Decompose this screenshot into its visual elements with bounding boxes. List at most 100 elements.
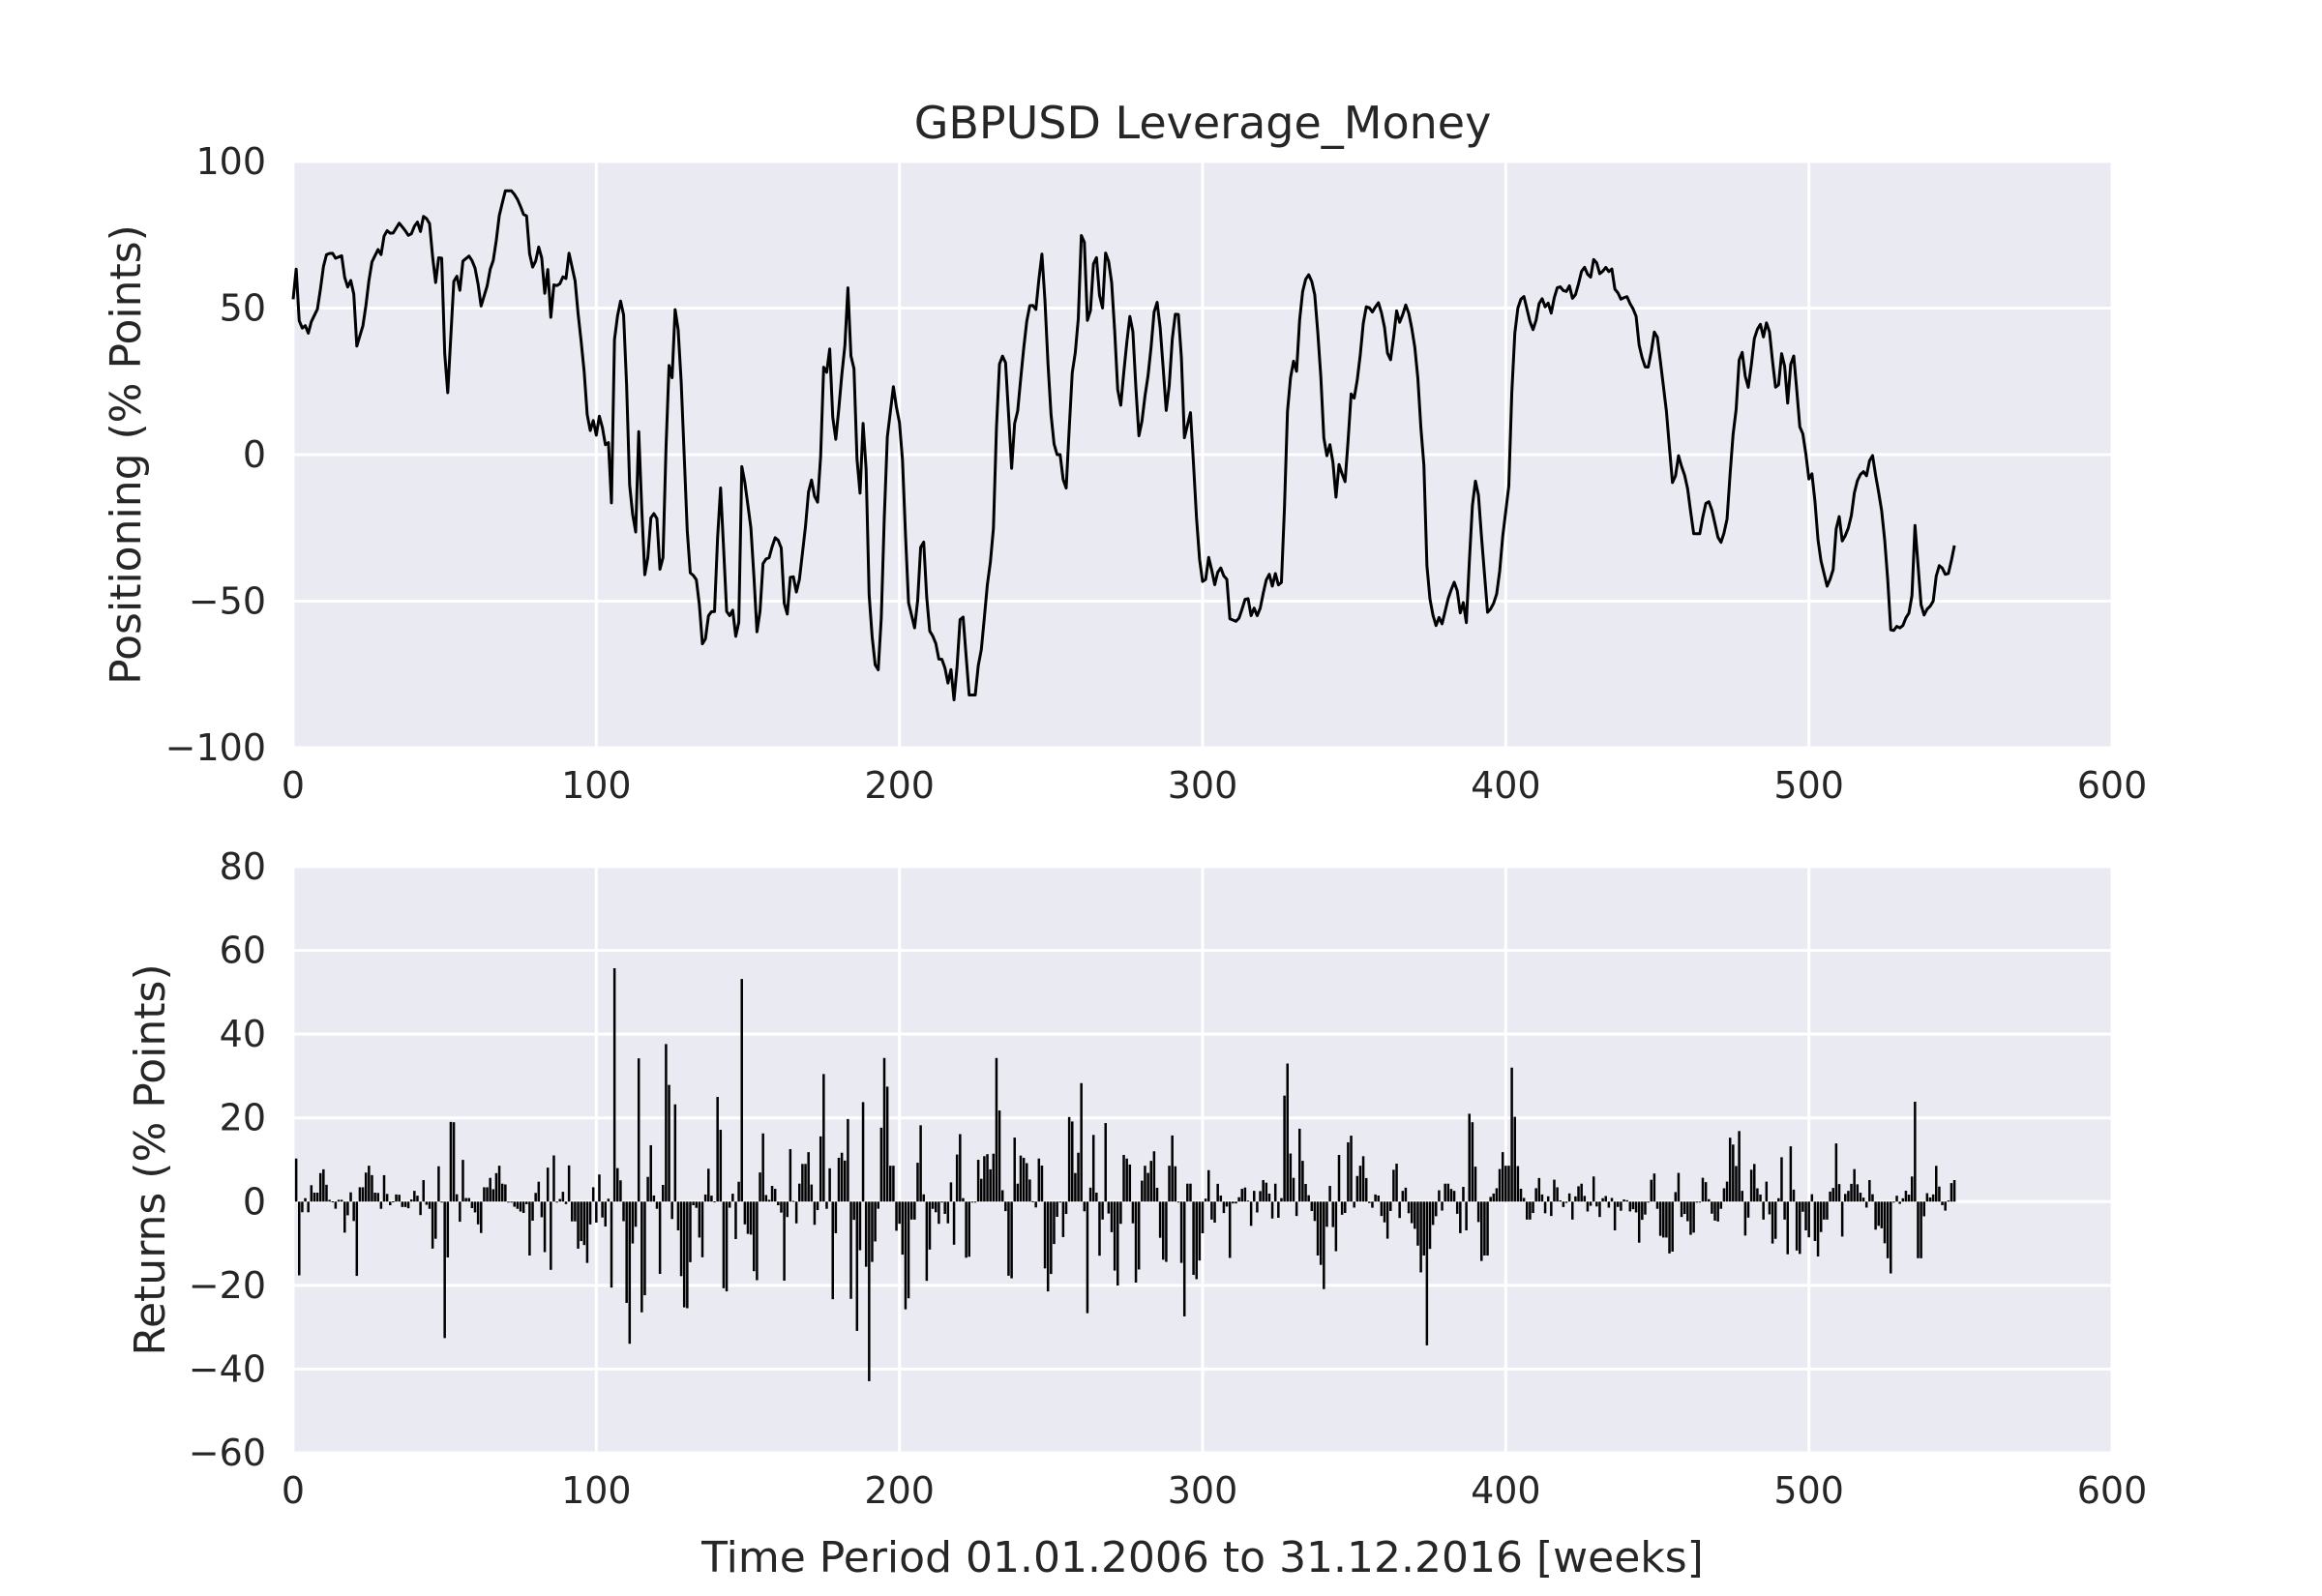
returns-bar — [658, 1201, 662, 1275]
returns-bar — [389, 1201, 392, 1205]
returns-bar — [1883, 1201, 1887, 1244]
returns-bar — [1410, 1201, 1414, 1224]
positioning-x-tick-label: 400 — [1471, 764, 1541, 807]
returns-bar — [604, 1201, 607, 1227]
positioning-gridlines — [291, 160, 2114, 750]
returns-bar — [294, 1158, 298, 1202]
returns-bar — [1564, 1201, 1568, 1203]
returns-bar — [1298, 1128, 1301, 1202]
returns-bar — [1655, 1201, 1659, 1209]
returns-bar — [373, 1193, 376, 1202]
returns-bar — [1104, 1123, 1107, 1202]
returns-bar — [928, 1201, 932, 1250]
returns-bar — [1853, 1168, 1856, 1202]
returns-bar — [1416, 1201, 1419, 1246]
returns-y-tick-label: 60 — [220, 930, 266, 972]
returns-bar — [1625, 1199, 1628, 1202]
returns-bar — [1868, 1180, 1871, 1202]
returns-x-tick-label: 500 — [1773, 1469, 1844, 1512]
returns-bar — [931, 1201, 935, 1209]
returns-x-tick-label: 0 — [282, 1469, 305, 1512]
returns-bar — [601, 1201, 604, 1218]
returns-bar — [1455, 1201, 1459, 1214]
returns-bar — [1061, 1201, 1065, 1237]
returns-bar — [1452, 1191, 1456, 1202]
returns-bar — [1938, 1186, 1941, 1202]
returns-bar — [1622, 1199, 1625, 1202]
returns-bar — [534, 1193, 537, 1202]
returns-bar — [1665, 1201, 1668, 1238]
returns-bar — [431, 1201, 434, 1249]
returns-bar — [1289, 1153, 1293, 1202]
returns-bar — [722, 1201, 726, 1288]
returns-bar — [646, 1176, 649, 1202]
returns-bar — [943, 1201, 946, 1214]
returns-bar — [703, 1194, 707, 1202]
returns-bar — [1146, 1172, 1149, 1202]
returns-bar — [1756, 1188, 1759, 1202]
returns-bar — [1801, 1201, 1804, 1212]
returns-bar — [1347, 1141, 1350, 1202]
returns-bar — [1149, 1161, 1152, 1202]
returns-bar — [849, 1201, 852, 1299]
returns-bar — [864, 1201, 868, 1267]
returns-bar — [1890, 1201, 1892, 1274]
returns-bar — [1652, 1173, 1656, 1202]
returns-bar — [1207, 1169, 1210, 1202]
returns-bar — [1385, 1201, 1389, 1239]
returns-bar — [940, 1201, 943, 1203]
returns-bar — [1498, 1168, 1502, 1202]
returns-bar — [898, 1201, 901, 1225]
returns-bar — [1914, 1102, 1917, 1202]
returns-bar — [1792, 1189, 1796, 1202]
returns-bar — [574, 1201, 577, 1222]
returns-bar — [1119, 1201, 1122, 1225]
returns-bar — [1823, 1201, 1826, 1220]
returns-bar — [831, 1201, 834, 1300]
returns-bar — [552, 1155, 555, 1202]
returns-chart: 0 100 200 300 400 500 600 −60 −40 −20 0 20 40 60 80 T… — [126, 845, 2147, 1582]
returns-bar — [1886, 1201, 1890, 1258]
returns-bar — [304, 1197, 307, 1202]
returns-bar — [1831, 1188, 1834, 1202]
returns-bar — [452, 1122, 456, 1202]
positioning-y-tick-labels: −100 −50 0 50 100 — [165, 140, 266, 769]
returns-bar — [855, 1201, 859, 1331]
returns-bar — [773, 1189, 777, 1202]
returns-bar — [756, 1201, 759, 1281]
returns-bar — [1501, 1152, 1504, 1202]
returns-bar — [395, 1194, 398, 1202]
returns-bar — [489, 1177, 491, 1202]
returns-bar — [825, 1201, 828, 1209]
returns-bar — [1101, 1201, 1104, 1220]
returns-bar — [555, 1201, 558, 1203]
returns-bar — [1746, 1201, 1750, 1218]
returns-bar — [1631, 1201, 1635, 1210]
returns-bar — [337, 1199, 341, 1202]
returns-bar — [983, 1156, 986, 1202]
returns-x-tick-label: 600 — [2077, 1469, 2148, 1512]
returns-bar — [813, 1201, 817, 1226]
returns-bar — [1201, 1201, 1205, 1234]
returns-bar — [1407, 1201, 1411, 1214]
returns-bar — [713, 1201, 716, 1203]
returns-bar — [1907, 1195, 1911, 1202]
returns-bar — [1088, 1187, 1092, 1202]
returns-bar — [970, 1201, 974, 1203]
returns-bar — [1043, 1201, 1047, 1269]
returns-bar — [1364, 1177, 1368, 1202]
returns-bar — [1459, 1201, 1462, 1233]
returns-bar — [1095, 1193, 1098, 1202]
returns-bar — [837, 1157, 841, 1202]
returns-bar — [840, 1152, 844, 1202]
returns-bar — [625, 1201, 628, 1303]
returns-bar — [298, 1201, 301, 1276]
returns-bar — [847, 1118, 849, 1202]
returns-bar — [449, 1121, 453, 1202]
returns-bar — [1713, 1201, 1716, 1221]
returns-bar — [1350, 1136, 1353, 1202]
returns-bar — [737, 1181, 740, 1202]
returns-bar — [1677, 1172, 1681, 1202]
positioning-x-tick-label: 600 — [2077, 764, 2148, 807]
returns-bar — [670, 1201, 673, 1220]
